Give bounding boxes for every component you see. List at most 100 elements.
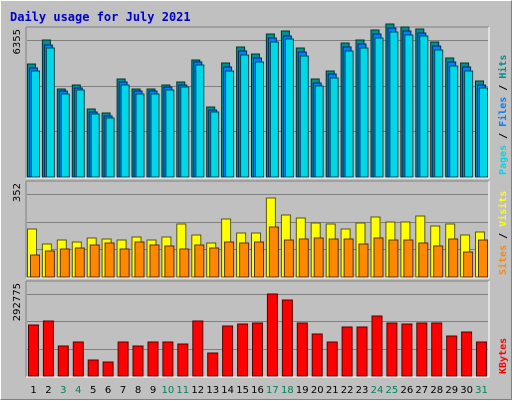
x-tick-label-day-4: 4 [75,385,81,396]
legend-part: / [498,227,509,245]
bar-sites-day-8 [134,241,145,278]
panel-visitors-ymax-label: 352 [12,183,23,202]
bar-sites-day-3 [59,248,70,278]
bar-sites-day-28 [433,245,444,278]
bar-kbytes-day-26 [401,323,413,377]
panel-volume-ymax-label: 292775 [12,283,23,321]
bar-kbytes-day-7 [117,341,129,377]
series-sites [30,226,488,278]
bar-sites-day-9 [149,244,160,278]
bar-sites-day-2 [44,250,55,278]
bar-pages-day-23 [359,47,369,178]
x-axis-day-labels: 1 2 3 4 5 6 7 8 9 10 11 12 13 14 15 16 17 18 19 20 21 22 23 24 2… [30,385,488,396]
bar-pages-day-16 [255,61,264,178]
bar-pages-day-4 [75,89,85,178]
bar-kbytes-day-3 [57,345,69,377]
bar-pages-day-18 [284,38,294,178]
x-tick-label-day-25: 25 [386,385,399,396]
panel-visitors: 352 Sites / Visits [12,180,509,279]
bar-kbytes-day-2 [42,320,54,377]
x-tick-label-day-30: 30 [460,385,473,396]
x-tick-label-day-24: 24 [371,385,384,396]
legend-part: Visits [497,191,509,227]
bar-kbytes-day-23 [356,326,368,377]
x-tick-label-day-11: 11 [176,385,189,396]
x-tick-label-day-15: 15 [236,385,249,396]
bar-kbytes-day-9 [147,341,159,377]
bar-kbytes-day-14 [222,325,234,377]
x-tick-label-day-18: 18 [281,385,294,396]
bar-sites-day-7 [119,248,130,278]
bar-sites-day-21 [328,238,339,278]
legend-part: / [498,79,509,97]
x-tick-label-day-1: 1 [30,385,36,396]
bar-pages-day-26 [404,34,414,178]
bar-kbytes-day-29 [446,335,458,377]
bar-sites-day-23 [358,243,369,278]
bar-sites-day-19 [298,238,309,278]
x-tick-label-day-20: 20 [311,385,324,396]
bar-kbytes-day-10 [162,341,174,377]
bar-kbytes-day-25 [386,322,398,377]
panel-requests: 6355 Pages / Files / Hits [12,23,509,179]
legend-part: Sites [497,245,509,275]
bar-pages-day-17 [269,41,279,178]
bar-kbytes-day-12 [192,320,204,377]
bar-kbytes-day-17 [266,293,278,377]
bar-pages-day-2 [45,47,55,178]
x-tick-label-day-19: 19 [296,385,309,396]
x-tick-label-day-14: 14 [221,385,234,396]
bar-kbytes-day-16 [252,322,263,377]
bar-pages-day-6 [105,117,115,178]
bar-sites-day-20 [313,237,324,278]
x-tick-label-day-3: 3 [60,385,66,396]
bar-pages-day-12 [195,64,205,178]
x-tick-label-day-26: 26 [401,385,414,396]
panel-volume: 292775 KBytes [12,280,509,378]
bar-pages-day-20 [314,85,324,178]
bar-sites-day-1 [30,254,40,278]
bar-sites-day-31 [478,239,488,278]
bar-sites-day-24 [373,237,384,278]
bar-pages-day-5 [90,113,100,178]
series-kbytes [28,293,487,377]
chart-panels: 6355 Pages / Files / Hits 352 Sites / Visit… [12,23,509,378]
bar-sites-day-5 [89,244,100,278]
series-pages [31,31,488,178]
bar-kbytes-day-1 [28,324,39,377]
bar-sites-day-30 [463,251,474,278]
x-tick-label-day-5: 5 [90,385,96,396]
bar-pages-day-14 [225,70,235,178]
bar-sites-day-25 [388,239,399,278]
bar-kbytes-day-8 [132,345,144,377]
x-tick-label-day-22: 22 [341,385,354,396]
bar-pages-day-24 [374,37,384,178]
bar-pages-day-7 [120,84,130,178]
x-tick-label-day-21: 21 [326,385,339,396]
x-tick-label-day-9: 9 [150,385,156,396]
panel-requests-ymax-label: 6355 [12,29,23,54]
bar-kbytes-day-30 [461,331,473,377]
bar-kbytes-day-27 [416,322,428,377]
bar-pages-day-22 [344,50,354,178]
bar-kbytes-day-24 [371,315,383,377]
bar-kbytes-day-31 [476,341,487,377]
bar-sites-day-11 [179,248,190,278]
x-tick-label-day-17: 17 [266,385,279,396]
x-tick-label-day-6: 6 [105,385,111,396]
bar-pages-day-8 [135,93,145,178]
bar-pages-day-21 [329,77,339,178]
bar-kbytes-day-11 [177,343,189,377]
bar-pages-day-31 [479,87,488,178]
bar-sites-day-29 [448,238,459,278]
bar-kbytes-day-5 [87,359,99,377]
bar-pages-day-30 [464,70,474,178]
x-tick-label-day-27: 27 [415,385,428,396]
panel-requests-legend: Pages / Files / Hits [497,55,509,175]
x-tick-label-day-13: 13 [206,385,219,396]
bar-pages-day-10 [165,89,175,178]
bar-pages-day-28 [434,49,444,178]
bar-pages-day-9 [150,93,160,178]
